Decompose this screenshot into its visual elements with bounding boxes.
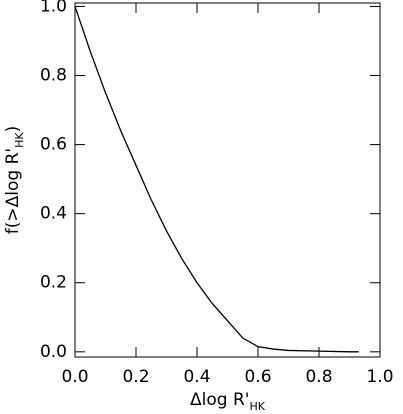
x-tick-label: 0.6 [244,367,271,387]
y-axis-label-part: f(>Δlog R' [3,148,23,234]
x-axis-label-part: Δlog R' [190,390,249,410]
x-tick-label: 0.8 [305,367,332,387]
y-axis-label-part: ) [3,126,23,133]
plot-frame [74,2,381,358]
y-tick-label: 0.6 [40,135,67,155]
y-axis-label: f(>Δlog R'HK) [3,126,26,234]
y-tick-label: 0.8 [40,66,67,86]
y-tick-label: 1.0 [40,0,67,16]
x-tick-label: 0.0 [61,367,88,387]
y-tick-label: 0.0 [40,342,67,362]
x-axis-label: Δlog R'HK [190,390,266,413]
y-tick-label: 0.2 [40,273,67,293]
x-axis-label-part: HK [249,400,265,413]
y-axis-label-part: HK [13,132,26,148]
x-tick-label: 1.0 [366,367,393,387]
data-line [74,6,359,353]
y-tick-label: 0.4 [40,204,67,224]
x-tick-label: 0.2 [122,367,149,387]
x-tick-label: 0.4 [183,367,210,387]
